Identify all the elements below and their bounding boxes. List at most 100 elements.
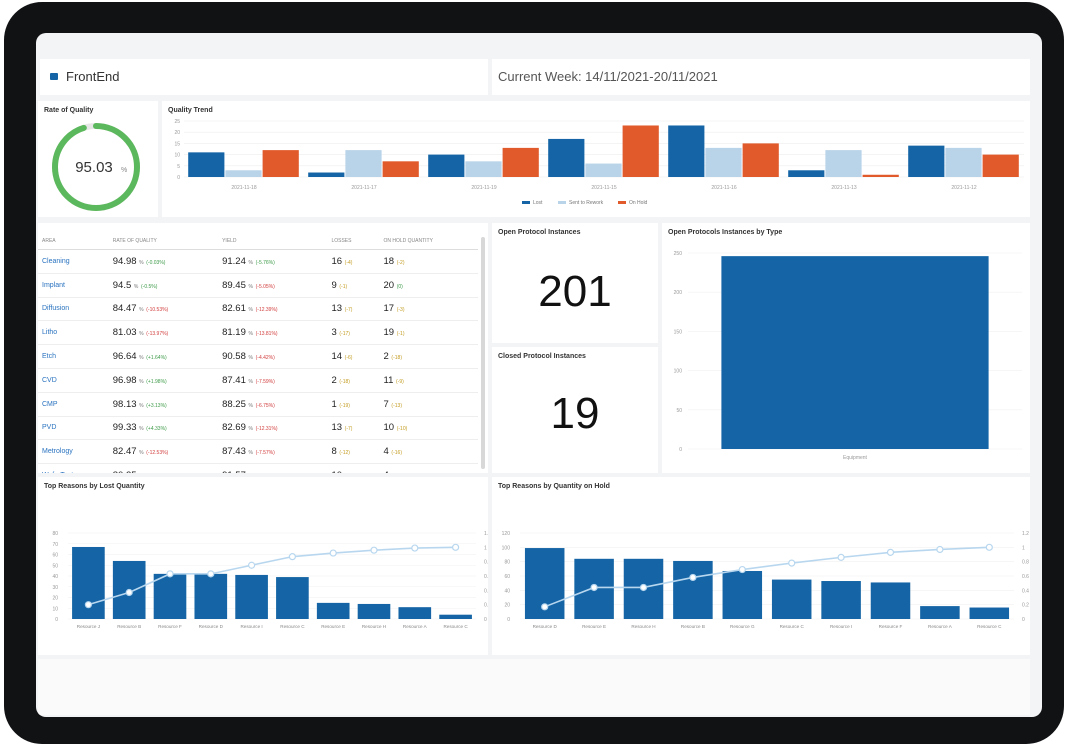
trend-bar[interactable] [345,150,382,177]
pareto-bar[interactable] [920,606,960,619]
pareto-bar[interactable] [673,560,713,619]
trend-bar[interactable] [825,150,862,177]
legend-swatch [618,201,626,204]
pareto-bar[interactable] [194,573,228,619]
pareto-bar[interactable] [969,607,1010,619]
trend-bar[interactable] [262,150,299,177]
trend-bar[interactable] [382,161,419,177]
cumulative-point[interactable] [84,601,93,609]
losses-value: 13 [331,422,343,434]
cumulative-point[interactable] [329,549,337,557]
pareto-bar[interactable] [276,577,309,619]
trend-bar[interactable] [585,163,622,177]
pareto-y-tick: 10 [52,606,58,612]
cumulative-point[interactable] [985,543,993,551]
table-scrollbar[interactable] [481,237,485,469]
area-link[interactable]: CMP [38,392,109,417]
pareto-bar[interactable] [821,581,861,619]
cumulative-point[interactable] [738,565,746,574]
trend-bar[interactable] [465,161,502,177]
trend-bar[interactable] [502,147,539,177]
legend-item[interactable]: Lost [533,200,543,206]
trend-bar[interactable] [188,152,225,177]
area-link[interactable]: Diffusion [38,297,109,322]
trend-bar[interactable] [668,125,705,177]
trend-bar[interactable] [862,174,899,177]
trend-bar[interactable] [742,143,779,177]
trend-bar[interactable] [225,170,262,177]
pareto-y2-tick: 0.6 [1022,574,1029,580]
losses-delta: (-7) [344,426,353,433]
cumulative-point[interactable] [788,559,796,567]
col-header-4[interactable]: ON HOLD QUANTITY [379,233,478,250]
cumulative-point[interactable] [541,603,549,611]
percent-sign: % [248,378,253,385]
hold-delta: (-3) [396,307,405,314]
cumulative-point[interactable] [248,561,256,569]
legend-item[interactable]: Sent to Rework [569,200,604,206]
cumulative-point[interactable] [166,570,174,578]
cumulative-point[interactable] [452,543,460,551]
area-link[interactable]: Cleaning [38,249,109,274]
trend-bar[interactable] [908,145,945,177]
trend-bar[interactable] [428,154,465,177]
area-link[interactable]: CVD [38,368,109,393]
cumulative-point[interactable] [370,546,378,554]
table-row[interactable]: Cleaning 94.98 % (-0.03%) 91.24 % (-5.76%)… [38,249,478,274]
trend-bar[interactable] [705,147,742,177]
col-header-1[interactable]: RATE OF QUALITY [108,233,219,250]
area-link[interactable]: Implant [38,273,109,298]
col-header-2[interactable]: YIELD [218,233,328,250]
type-bar[interactable] [721,256,989,449]
trend-bar[interactable] [945,147,982,177]
pareto-bar[interactable] [316,602,350,619]
cumulative-point[interactable] [639,583,648,592]
cumulative-point[interactable] [590,583,598,592]
pareto-bar[interactable] [722,570,763,619]
table-row[interactable]: CMP 98.13 % (+3.13%) 88.25 % (-6.75%) 1 (-1… [38,392,478,417]
table-row[interactable]: WaferTest80.25 % (-14.75%)91.57 % (-3.43… [38,463,478,473]
cumulative-point[interactable] [125,588,133,597]
roq-value: 80.25 [113,470,137,473]
legend-item[interactable]: On Hold [629,200,648,206]
pareto-bar[interactable] [439,614,472,619]
percent-sign: % [248,283,253,290]
cumulative-point[interactable] [936,545,944,554]
table-row[interactable]: Metrology 82.47 % (-12.53%) 87.43 % (-7.57… [38,439,478,465]
trend-bar[interactable] [622,125,659,177]
trend-bar[interactable] [982,154,1019,177]
table-row[interactable]: Etch 96.64 % (+1.64%) 90.58 % (-4.42%) 14 (… [38,344,478,369]
rate-of-quality-gauge: 95.03 % [52,123,140,211]
cumulative-point[interactable] [837,553,845,561]
table-row[interactable]: Diffusion 84.47 % (-10.53%) 82.61 % (-12.3… [38,297,478,322]
cumulative-point[interactable] [411,544,419,552]
pareto-bar[interactable] [398,607,432,619]
losses-delta: (-12) [339,450,350,457]
area-link[interactable]: Litho [38,320,109,346]
area-link[interactable]: WaferTest [38,463,109,473]
table-row[interactable]: Implant 94.5 % (-0.5%) 89.45 % (-5.05%) 9 (… [38,273,478,298]
pareto-bar[interactable] [357,603,391,619]
cumulative-point[interactable] [689,573,697,582]
roq-value: 94.5 [112,279,132,291]
area-link[interactable]: Etch [38,344,109,369]
col-header-3[interactable]: LOSSES [327,233,380,250]
table-row[interactable]: PVD 99.33 % (+4.33%) 82.69 % (-12.31%) 13 (… [38,416,478,441]
cumulative-point[interactable] [886,548,895,556]
pareto-bar[interactable] [235,574,268,619]
area-link[interactable]: Metrology [38,439,109,465]
table-row[interactable]: Litho 81.03 % (-13.97%) 81.19 % (-13.81%) 3… [38,320,478,346]
trend-bar[interactable] [548,138,585,177]
pareto-bar[interactable] [771,579,812,619]
area-link[interactable]: PVD [38,416,109,441]
trend-bar[interactable] [788,170,825,177]
pareto-bar[interactable] [870,582,911,619]
trend-bar[interactable] [308,172,345,177]
table-row[interactable]: CVD 96.98 % (+1.98%) 87.41 % (-7.59%) 2 (-1… [38,368,478,393]
col-header-0[interactable]: AREA [38,233,109,250]
cumulative-point[interactable] [207,570,215,578]
cumulative-point[interactable] [288,553,296,561]
yield-delta: (-5.76%) [255,259,275,266]
pareto-y-tick: 80 [52,531,58,537]
pareto-bar[interactable] [153,573,187,619]
